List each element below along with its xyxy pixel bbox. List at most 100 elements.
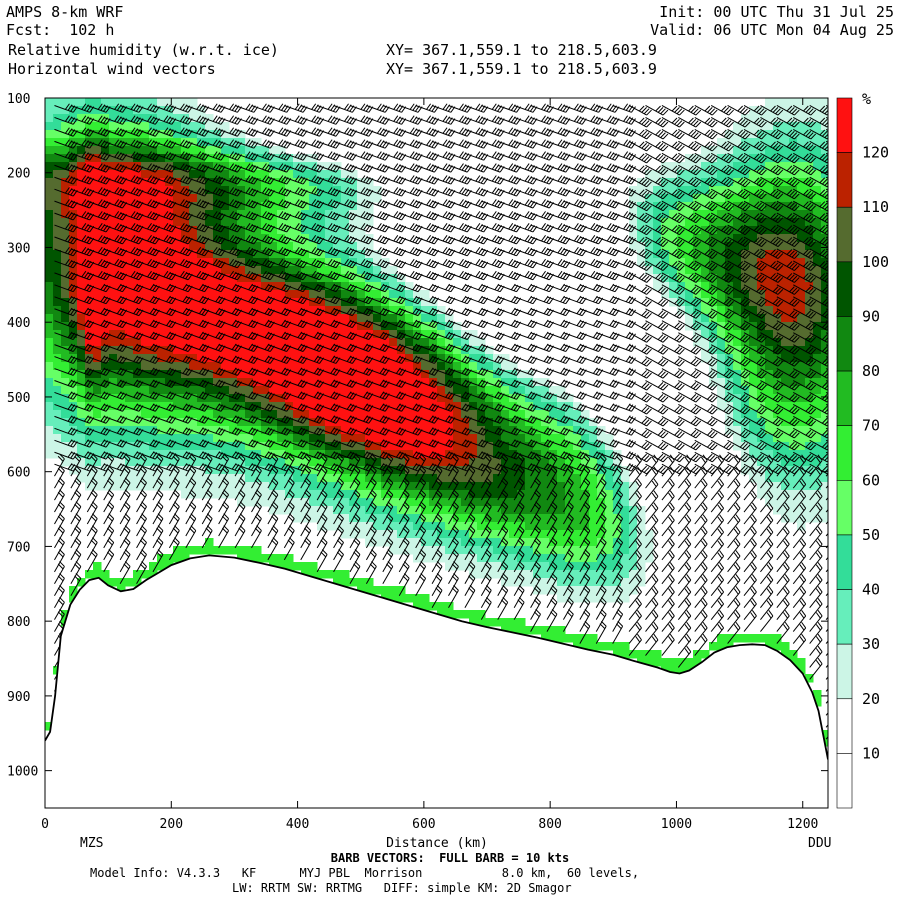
wind-barb <box>70 573 82 596</box>
wind-barb <box>710 116 734 128</box>
wind-barb <box>234 465 246 489</box>
x-tick-label: 0 <box>41 817 49 832</box>
wind-barb <box>710 236 734 248</box>
wind-barb <box>793 308 817 319</box>
wind-barb <box>283 525 295 549</box>
wind-barb <box>185 465 197 489</box>
wind-barb <box>743 212 767 224</box>
wind-barb <box>595 453 607 477</box>
wind-barb <box>136 453 147 477</box>
wind-barb <box>136 501 147 525</box>
wind-barb <box>727 332 751 343</box>
wind-barb <box>645 212 669 224</box>
wind-barb <box>727 598 741 620</box>
wind-barb <box>743 514 757 537</box>
wind-barb <box>743 392 767 403</box>
wind-barb <box>776 236 800 248</box>
wind-barb <box>793 415 817 427</box>
wind-barb <box>382 537 394 561</box>
wind-barb <box>628 562 642 585</box>
wind-barb <box>809 633 823 656</box>
wind-barb <box>595 537 607 561</box>
wind-barb <box>54 501 65 525</box>
wind-barb <box>234 489 246 513</box>
wind-barb <box>694 574 708 597</box>
wind-barb <box>694 478 708 501</box>
wind-barb <box>349 537 361 561</box>
wind-barb <box>595 513 607 537</box>
wind-barb <box>793 248 817 259</box>
wind-barb <box>809 451 828 463</box>
wind-barb <box>119 537 131 561</box>
wind-barb <box>152 525 164 549</box>
wind-barb <box>694 224 718 236</box>
wind-barb <box>710 427 734 439</box>
wind-barb <box>776 176 800 188</box>
wind-barb <box>727 574 741 597</box>
wind-barb <box>628 633 642 656</box>
wind-barb <box>595 620 607 644</box>
wind-barb <box>678 439 702 451</box>
wind-barb <box>513 585 525 608</box>
wind-barb <box>694 152 718 164</box>
wind-barb <box>86 549 98 573</box>
wind-barb <box>776 451 800 463</box>
wind-barb <box>743 320 767 331</box>
wind-barb <box>760 320 784 331</box>
wind-barb <box>168 477 180 501</box>
wind-barb <box>661 188 685 200</box>
wind-barb <box>119 453 131 477</box>
wind-barb <box>678 236 702 248</box>
wind-barb <box>152 537 164 561</box>
wind-barb <box>628 164 652 176</box>
colorbar-swatch <box>836 425 853 481</box>
wind-barb <box>661 332 685 343</box>
wind-barb <box>70 513 82 537</box>
wind-barb <box>677 526 692 549</box>
wind-barb <box>185 211 210 221</box>
y-tick-label: 1000 <box>7 765 38 780</box>
wind-barb <box>480 596 492 620</box>
wind-barb <box>86 513 98 537</box>
wind-barb <box>661 439 685 451</box>
wind-barb <box>710 200 734 212</box>
wind-barb <box>809 332 828 343</box>
wind-barb <box>760 392 784 403</box>
wind-barb <box>793 128 817 140</box>
wind-barb <box>333 501 344 525</box>
wind-barb <box>760 526 774 549</box>
wind-barb <box>694 586 708 609</box>
wind-barb <box>546 501 558 525</box>
wind-barb <box>579 608 591 632</box>
wind-barb <box>365 489 377 513</box>
wind-barb <box>349 453 361 477</box>
wind-barb <box>349 489 361 513</box>
wind-barb <box>678 188 702 200</box>
wind-barb <box>661 451 685 463</box>
wind-barb <box>201 465 213 489</box>
wind-barb <box>645 502 659 525</box>
y-tick-label: 200 <box>7 167 30 182</box>
wind-barb <box>398 537 410 561</box>
wind-barb <box>776 356 800 367</box>
wind-barb <box>743 502 757 525</box>
wind-barb <box>727 514 741 537</box>
wind-barb <box>678 356 702 367</box>
wind-barb <box>661 502 675 525</box>
wind-barb <box>645 526 659 549</box>
wind-barb <box>661 260 685 271</box>
wind-barb <box>628 284 652 295</box>
wind-barb <box>628 344 652 355</box>
wind-barb <box>251 465 262 489</box>
wind-barb <box>152 501 164 525</box>
colorbar-tick-label: 30 <box>862 635 880 653</box>
wind-barb <box>448 525 459 549</box>
wind-barb <box>727 188 751 200</box>
wind-barb <box>103 258 127 269</box>
wind-barb <box>562 585 574 608</box>
wind-barb <box>398 477 410 501</box>
wind-barb <box>415 477 427 501</box>
wind-barb <box>612 537 624 561</box>
wind-barb <box>760 454 774 477</box>
wind-barb <box>70 453 82 477</box>
